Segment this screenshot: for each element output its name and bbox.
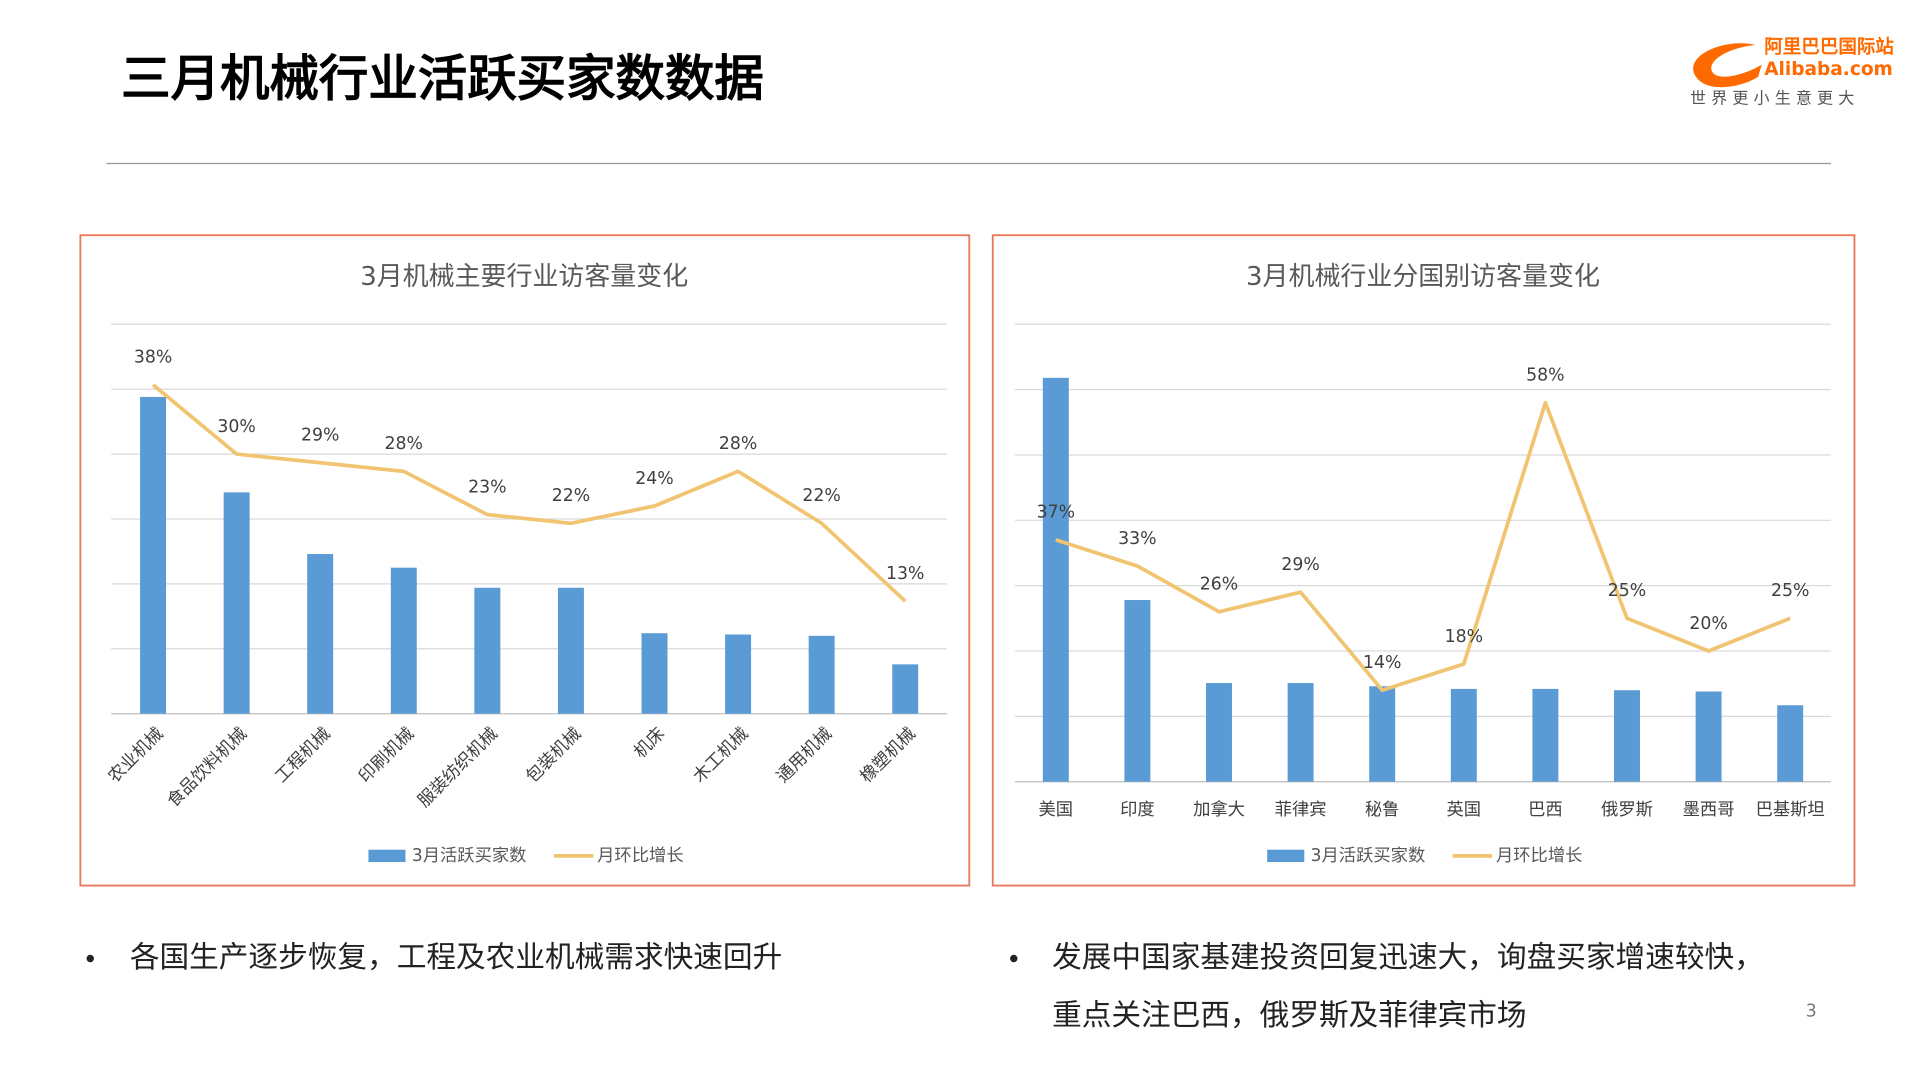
- data-label: 22%: [552, 486, 590, 506]
- logo-mark: [1693, 43, 1762, 88]
- chart-title: 3月机械行业分国别访客量变化: [1246, 262, 1600, 292]
- legend-label: 3月活跃买家数: [412, 846, 527, 866]
- line-series: [151, 383, 907, 603]
- x-tick-label: 美国: [1039, 800, 1074, 820]
- data-label: 30%: [217, 417, 255, 437]
- line-series: [1055, 400, 1791, 693]
- slide-title: 三月机械行业活跃买家数数据: [121, 49, 764, 107]
- x-tick-label: 木工机械: [690, 724, 753, 787]
- x-tick-label: 机床: [630, 724, 669, 763]
- logo-name: 阿里巴巴国际站: [1764, 36, 1894, 58]
- data-label: 29%: [301, 426, 339, 446]
- x-tick-label: 印刷机械: [355, 724, 418, 787]
- bar: [1206, 683, 1232, 782]
- bar: [1614, 690, 1640, 782]
- data-label: 38%: [134, 348, 172, 368]
- x-tick-label: 服装纺织机械: [414, 724, 502, 812]
- chart-frame: [991, 234, 1856, 887]
- x-tick-label: 农业机械: [104, 724, 167, 787]
- data-label: 29%: [1281, 555, 1319, 575]
- bar: [725, 634, 752, 714]
- data-label: 25%: [1608, 581, 1646, 601]
- bullet-text: 发展中国家基建投资回复迅速大，询盘买家增速较快，: [1052, 939, 1764, 974]
- legend-label: 月环比增长: [597, 846, 683, 866]
- logo: 阿里巴巴国际站 Alibaba.com 世 界 更 小 生 意 更 大: [1690, 36, 1894, 108]
- data-label: 28%: [719, 434, 757, 454]
- data-label: 33%: [1118, 529, 1156, 549]
- data-label: 25%: [1771, 581, 1809, 601]
- bar: [641, 633, 668, 714]
- legend-swatch: [1267, 849, 1305, 863]
- data-label: 23%: [468, 477, 506, 497]
- bullet-text: 各国生产逐步恢复，工程及农业机械需求快速回升: [130, 939, 782, 974]
- data-label: 22%: [802, 486, 840, 506]
- bar: [1124, 600, 1151, 782]
- data-label: 24%: [635, 469, 673, 489]
- logo-slogan: 世 界 更 小 生 意 更 大: [1690, 89, 1854, 108]
- bar: [1042, 377, 1069, 782]
- bar: [1287, 683, 1314, 782]
- data-label: 58%: [1526, 365, 1564, 385]
- x-tick-label: 通用机械: [773, 724, 836, 787]
- bar: [223, 492, 250, 714]
- x-tick-label: 墨西哥: [1683, 800, 1735, 820]
- data-label: 18%: [1445, 627, 1483, 647]
- legend-label: 3月活跃买家数: [1310, 846, 1425, 866]
- bullet-dot: [1010, 954, 1018, 963]
- x-tick-label: 菲律宾: [1275, 800, 1327, 820]
- bar: [390, 567, 417, 714]
- x-tick-label: 英国: [1447, 800, 1482, 820]
- x-tick-label: 巴基斯坦: [1756, 800, 1825, 820]
- bar: [307, 554, 334, 714]
- bullet-text: 重点关注巴西，俄罗斯及菲律宾市场: [1052, 997, 1527, 1032]
- chart-frame: [79, 234, 971, 887]
- bar: [1777, 705, 1804, 782]
- bar: [1450, 688, 1477, 782]
- x-tick-label: 秘鲁: [1365, 800, 1400, 820]
- logo-site: Alibaba.com: [1764, 59, 1893, 80]
- bar: [1369, 686, 1396, 782]
- x-tick-label: 工程机械: [272, 724, 335, 787]
- bar: [1695, 691, 1722, 782]
- x-tick-label: 俄罗斯: [1601, 800, 1653, 820]
- chart-title: 3月机械主要行业访客量变化: [360, 262, 688, 292]
- data-label: 13%: [886, 564, 924, 584]
- bar: [140, 396, 167, 714]
- x-tick-label: 巴西: [1528, 800, 1563, 820]
- x-tick-label: 印度: [1120, 800, 1155, 820]
- bar: [474, 587, 501, 714]
- legend-label: 月环比增长: [1496, 846, 1582, 866]
- data-label: 20%: [1689, 614, 1727, 634]
- x-tick-label: 橡塑机械: [857, 724, 920, 787]
- data-label: 28%: [385, 434, 423, 454]
- bar: [892, 664, 919, 714]
- x-tick-label: 食品饮料机械: [164, 724, 252, 812]
- bullet-dot: [86, 954, 94, 963]
- bar: [557, 587, 584, 714]
- legend-swatch: [368, 849, 406, 863]
- data-label: 14%: [1363, 653, 1401, 673]
- x-tick-label: 包装机械: [522, 724, 585, 787]
- bar: [1532, 688, 1559, 782]
- page-number: 3: [1806, 1002, 1817, 1022]
- bar: [808, 635, 835, 714]
- data-label: 26%: [1200, 575, 1238, 595]
- data-label: 37%: [1037, 503, 1075, 523]
- x-tick-label: 加拿大: [1193, 799, 1245, 820]
